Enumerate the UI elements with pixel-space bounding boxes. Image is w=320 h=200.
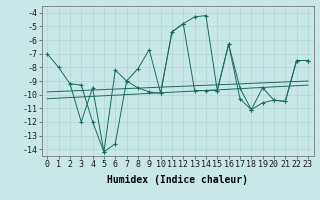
- X-axis label: Humidex (Indice chaleur): Humidex (Indice chaleur): [107, 175, 248, 185]
